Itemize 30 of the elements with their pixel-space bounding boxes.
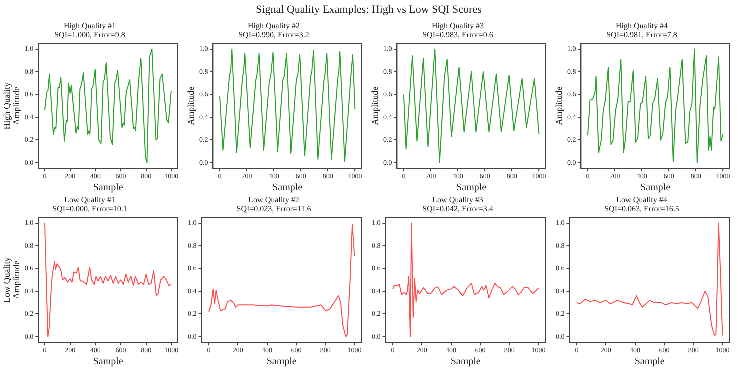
x-axis-title: Sample	[272, 182, 304, 194]
x-axis-title: Sample	[634, 356, 666, 368]
chart-title: Low Quality #2	[248, 195, 300, 204]
chart-subtitle: SQI=0.000, Error=10.1	[52, 204, 128, 214]
y-axis-title: Amplitude	[186, 86, 196, 126]
chart-subtitle: SQI=1.000, Error=9.8	[54, 30, 126, 40]
x-axis-title: Sample	[266, 356, 298, 368]
chart-title: Low Quality #1	[64, 195, 116, 204]
text: Signal Quality Examples: High vs Low SQI Scores	[255, 3, 483, 18]
chart-title: High Quality #3	[432, 21, 484, 30]
x-axis-title: Sample	[93, 182, 124, 194]
chart-subtitle: SQI=0.981, Error=7.8	[606, 30, 678, 40]
chart-title: High Quality #2	[248, 21, 300, 30]
chart-subtitle: SQI=0.990, Error=3.2	[238, 30, 310, 40]
chart-title: Low Quality #3	[432, 195, 484, 204]
x-axis-title: Sample	[450, 356, 482, 368]
y-axis-title: Low Quality Amplitude	[2, 256, 22, 303]
chart-title: High Quality #1	[64, 21, 116, 30]
x-axis-title: Sample	[93, 356, 124, 368]
chart-title: High Quality #4	[616, 21, 668, 30]
chart-subtitle: SQI=0.983, Error=0.6	[422, 30, 494, 40]
x-axis-title: Sample	[456, 182, 488, 194]
y-axis-title: High Quality Amplitude	[2, 82, 22, 130]
chart-title: Low Quality #4	[616, 195, 668, 204]
y-axis-title: Amplitude	[554, 86, 564, 126]
chart-subtitle: SQI=0.042, Error=3.4	[422, 204, 494, 214]
x-axis-title: Sample	[640, 182, 672, 194]
y-axis-title: Amplitude	[370, 86, 380, 126]
chart-subtitle: SQI=0.063, Error=16.5	[604, 204, 680, 214]
chart-subtitle: SQI=0.023, Error=11.6	[236, 204, 312, 214]
